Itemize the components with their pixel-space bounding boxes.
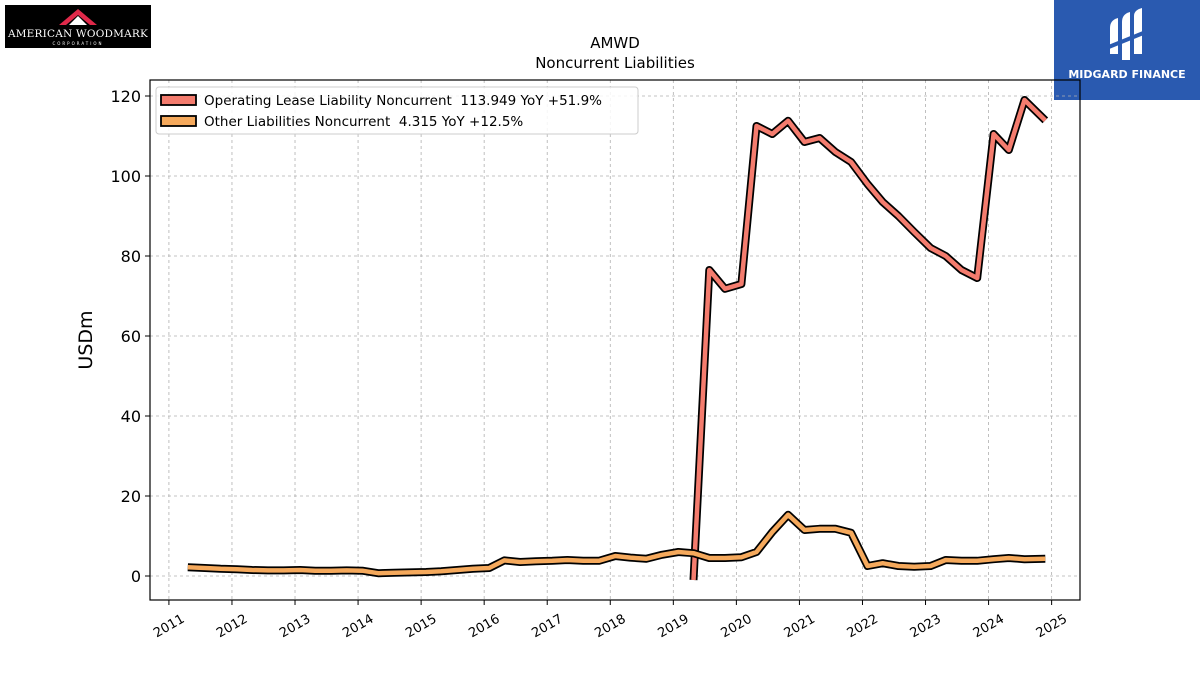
logo-left-subtext: CORPORATION: [52, 41, 104, 46]
x-tick-label: 2019: [655, 612, 691, 642]
series-2-line: [187, 512, 1046, 576]
plot-frame: [149, 79, 1081, 601]
x-tick-label: 2018: [592, 612, 628, 642]
x-tick-label: 2016: [466, 612, 502, 642]
grid: [150, 80, 1080, 600]
x-tick-label: 2020: [719, 612, 755, 642]
x-tick-label: 2022: [845, 612, 881, 642]
house-roof-icon: [59, 9, 97, 25]
y-tick-label: 0: [131, 567, 141, 586]
legend-label-1: Operating Lease Liability Noncurrent 113…: [204, 93, 602, 109]
y-tick-label: 60: [121, 327, 141, 346]
x-tick-label: 2014: [340, 612, 376, 642]
x-tick-label: 2024: [971, 612, 1007, 642]
x-tick-label: 2015: [403, 612, 439, 642]
x-tick-label: 2011: [151, 612, 187, 642]
x-tick-label: 2025: [1034, 612, 1070, 642]
series-1-outline: [689, 96, 1049, 581]
legend-swatch-2: [160, 115, 197, 127]
legend: Operating Lease Liability Noncurrent 113…: [155, 86, 639, 135]
y-tick-label: 100: [110, 167, 141, 186]
legend-swatch-1: [160, 94, 197, 106]
chart-title: AMWD: [590, 34, 640, 52]
y-tick-label: 20: [121, 487, 141, 506]
y-axis-label: USDm: [75, 310, 97, 369]
legend-label-2: Other Liabilities Noncurrent 4.315 YoY +…: [204, 114, 523, 130]
midgard-emblem-icon: [1108, 8, 1144, 60]
chart-subtitle: Noncurrent Liabilities: [535, 54, 695, 72]
y-tick-label: 80: [121, 247, 141, 266]
logo-right-text: MIDGARD FINANCE: [1068, 68, 1186, 81]
y-tick-label: 120: [110, 87, 141, 106]
x-tick-label: 2021: [782, 612, 818, 642]
midgard-finance-logo: MIDGARD FINANCE: [1054, 0, 1200, 100]
x-tick-label: 2013: [277, 612, 313, 642]
legend-box: [155, 86, 639, 135]
logo-left-text: AMERICAN WOODMARK: [7, 28, 149, 40]
american-woodmark-logo: AMERICAN WOODMARK CORPORATION: [5, 5, 151, 48]
y-tick-label: 40: [121, 407, 141, 426]
x-tick-label: 2023: [908, 612, 944, 642]
x-tick-label: 2012: [214, 612, 250, 642]
series-layer: [187, 96, 1049, 581]
x-tick-label: 2017: [529, 612, 565, 642]
series-1-line: [691, 97, 1047, 581]
